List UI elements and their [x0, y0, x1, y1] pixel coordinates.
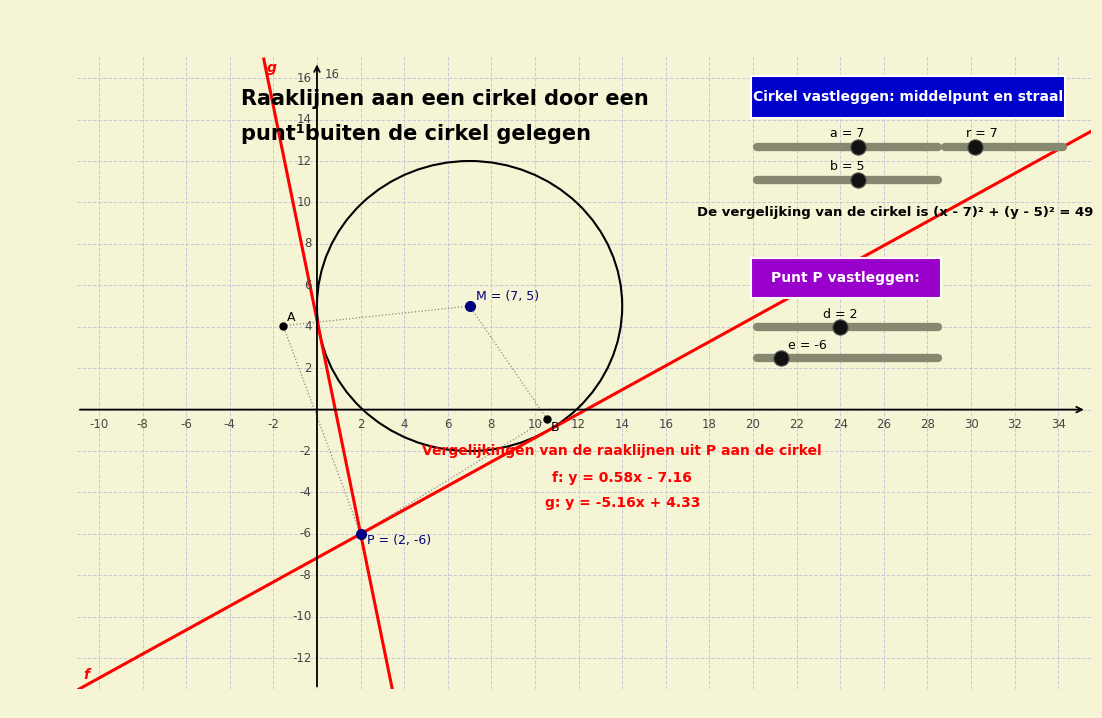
- Text: 26: 26: [876, 418, 892, 431]
- Text: Raaklijnen aan een cirkel door een: Raaklijnen aan een cirkel door een: [240, 88, 648, 108]
- Text: -8: -8: [137, 418, 149, 431]
- Text: 4: 4: [400, 418, 408, 431]
- Text: -8: -8: [300, 569, 312, 582]
- Text: Cirkel vastleggen: middelpunt en straal: Cirkel vastleggen: middelpunt en straal: [753, 90, 1063, 104]
- Text: 8: 8: [304, 238, 312, 251]
- Text: 16: 16: [658, 418, 673, 431]
- Text: 6: 6: [304, 279, 312, 292]
- Text: f: f: [84, 668, 89, 682]
- Text: -12: -12: [292, 652, 312, 665]
- Text: 24: 24: [833, 418, 847, 431]
- Text: 16: 16: [325, 67, 339, 80]
- Text: 20: 20: [746, 418, 760, 431]
- Text: M = (7, 5): M = (7, 5): [476, 290, 539, 303]
- Text: 32: 32: [1007, 418, 1023, 431]
- Text: b = 5: b = 5: [830, 160, 864, 174]
- Text: 30: 30: [963, 418, 979, 431]
- Text: 22: 22: [789, 418, 804, 431]
- Text: P = (2, -6): P = (2, -6): [367, 534, 431, 547]
- Text: 16: 16: [296, 72, 312, 85]
- Text: 2: 2: [304, 362, 312, 375]
- Text: 14: 14: [615, 418, 629, 431]
- Text: a = 7: a = 7: [830, 127, 864, 140]
- Text: 34: 34: [1051, 418, 1066, 431]
- FancyBboxPatch shape: [750, 258, 940, 298]
- Text: 12: 12: [296, 154, 312, 167]
- Text: g: y = -5.16x + 4.33: g: y = -5.16x + 4.33: [544, 496, 700, 510]
- Text: -4: -4: [224, 418, 236, 431]
- Text: -6: -6: [300, 528, 312, 541]
- Text: -2: -2: [300, 444, 312, 457]
- Text: punt¹buiten de cirkel gelegen: punt¹buiten de cirkel gelegen: [240, 123, 591, 144]
- Text: -10: -10: [292, 610, 312, 623]
- Text: r = 7: r = 7: [966, 127, 997, 140]
- Text: 8: 8: [488, 418, 495, 431]
- Text: Vergelijkingen van de raaklijnen uit P aan de cirkel: Vergelijkingen van de raaklijnen uit P a…: [422, 444, 822, 458]
- Text: 2: 2: [357, 418, 365, 431]
- Text: 14: 14: [296, 113, 312, 126]
- FancyBboxPatch shape: [750, 76, 1065, 118]
- Text: Punt P vastleggen:: Punt P vastleggen:: [771, 271, 920, 285]
- Text: A: A: [287, 310, 295, 324]
- Text: 28: 28: [920, 418, 934, 431]
- Text: B: B: [550, 421, 559, 434]
- Text: -4: -4: [300, 486, 312, 499]
- Text: 12: 12: [571, 418, 586, 431]
- Text: d = 2: d = 2: [823, 307, 857, 320]
- Text: 4: 4: [304, 320, 312, 333]
- Text: 18: 18: [702, 418, 717, 431]
- Text: g: g: [267, 61, 277, 75]
- Text: -2: -2: [268, 418, 279, 431]
- Text: -10: -10: [89, 418, 109, 431]
- Text: De vergelijking van de cirkel is (x - 7)² + (y - 5)² = 49: De vergelijking van de cirkel is (x - 7)…: [696, 206, 1093, 219]
- Text: -6: -6: [181, 418, 192, 431]
- Text: 10: 10: [528, 418, 542, 431]
- Text: 10: 10: [296, 196, 312, 209]
- Text: e = -6: e = -6: [788, 339, 826, 352]
- Text: f: y = 0.58x - 7.16: f: y = 0.58x - 7.16: [552, 471, 692, 485]
- Text: 6: 6: [444, 418, 452, 431]
